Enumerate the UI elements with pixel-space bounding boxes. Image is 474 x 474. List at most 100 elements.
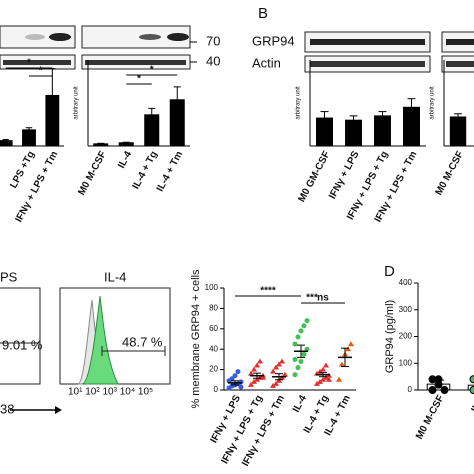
data-point <box>339 361 345 367</box>
data-point <box>254 362 260 368</box>
blot-a <box>0 25 197 70</box>
y-tick-label: 200 <box>399 332 413 341</box>
flow-axis: 38 <box>0 401 14 416</box>
significance-label: ns <box>317 293 329 304</box>
data-point <box>440 386 449 394</box>
y-axis-label: arbitrary unit <box>430 86 436 120</box>
y-axis-label: arbitrary unit <box>74 86 80 120</box>
data-point <box>254 376 260 382</box>
data-point <box>428 386 437 394</box>
y-tick-label: 300 <box>399 305 413 314</box>
y-tick-label: 40 <box>209 344 218 353</box>
bar <box>22 129 36 147</box>
x-tick-label: M0 M-CSF <box>434 149 466 197</box>
data-point <box>229 376 235 382</box>
y-axis-label: GRP94 (pg/ml) <box>384 300 396 373</box>
significance-label: * <box>39 66 43 77</box>
flow-percent: 9.01 % <box>2 337 43 352</box>
x-tick-label: IL-4 + Tg <box>131 149 160 191</box>
axis-tick: 10¹ 10² 10³ 10⁴ 10⁵ <box>68 387 153 398</box>
data-point <box>434 380 443 389</box>
significance-label: * <box>150 65 154 76</box>
panel-letter: B <box>258 5 268 22</box>
x-tick-label: IL-4 + Tm <box>155 149 186 193</box>
data-point <box>298 328 304 334</box>
bar <box>345 119 362 147</box>
significance-label: * <box>137 74 141 85</box>
x-tick-label: IL-4 <box>116 149 134 170</box>
bar <box>144 114 160 147</box>
data-point <box>295 334 301 340</box>
data-point <box>301 351 307 357</box>
data-point <box>295 365 301 371</box>
blot-b <box>304 31 474 73</box>
y-axis-label: arbitrary unit <box>296 86 302 120</box>
marker-label: 70 <box>206 33 220 48</box>
data-point <box>238 384 244 390</box>
data-point <box>348 341 354 347</box>
data-point <box>273 380 279 386</box>
data-point <box>326 376 332 382</box>
bar <box>45 94 60 147</box>
data-point <box>257 358 263 364</box>
bar <box>374 115 391 147</box>
bar <box>169 99 185 147</box>
data-point <box>320 376 326 382</box>
data-point <box>320 366 326 372</box>
data-point <box>279 358 285 364</box>
flow-title: PS <box>0 269 18 284</box>
data-point <box>273 364 279 370</box>
marker-label: 40 <box>206 53 220 68</box>
bar <box>0 140 13 147</box>
blot-label: Actin <box>252 55 281 70</box>
y-tick-label: 0 <box>408 385 413 394</box>
data-point <box>270 368 276 374</box>
data-point <box>301 323 307 329</box>
y-axis-label: % membrane GRP94 + cells <box>190 269 202 409</box>
data-point <box>292 356 298 362</box>
data-point <box>276 377 282 383</box>
flow-plots: 10¹ 10² 10³ 10⁴ 10⁵ <box>0 287 171 414</box>
data-point <box>270 382 276 388</box>
x-tick-label: M0 M-CSF <box>76 149 108 197</box>
data-point <box>345 346 351 352</box>
data-point <box>248 370 254 376</box>
bar <box>449 116 467 147</box>
data-point <box>304 318 310 324</box>
y-tick-label: 100 <box>399 358 413 367</box>
data-point <box>260 374 266 380</box>
data-point <box>276 361 282 367</box>
blot-label: GRP94 <box>252 33 295 48</box>
data-point <box>469 386 474 394</box>
y-tick-label: 400 <box>399 278 413 287</box>
data-point <box>251 378 257 384</box>
flow-title: IL-4 <box>104 269 126 284</box>
data-point <box>298 358 304 364</box>
x-tick-label: IL-4 <box>469 393 474 414</box>
y-tick-label: 80 <box>209 304 218 313</box>
data-point <box>251 366 257 372</box>
y-tick-label: 60 <box>209 324 218 333</box>
significance-label: **** <box>260 286 276 297</box>
bar <box>93 143 109 147</box>
data-point <box>336 376 342 382</box>
y-tick-label: 100 <box>205 283 219 292</box>
y-tick-label: 0 <box>214 385 219 394</box>
data-point <box>232 373 238 379</box>
data-point <box>292 372 298 378</box>
significance-label: *** <box>306 293 318 304</box>
data-point <box>314 380 320 386</box>
data-point <box>317 378 323 384</box>
data-point <box>292 341 298 347</box>
data-point <box>304 346 310 352</box>
y-tick-label: 20 <box>209 365 218 374</box>
data-point <box>248 381 254 387</box>
data-point <box>282 371 288 377</box>
panel-letter: D <box>384 263 395 280</box>
data-point <box>323 362 329 368</box>
flow-percent: 48.7 % <box>122 334 163 349</box>
bar <box>403 106 420 147</box>
data-point <box>469 375 474 384</box>
data-point <box>323 374 329 380</box>
x-tick-label: IL-4 <box>291 393 309 414</box>
